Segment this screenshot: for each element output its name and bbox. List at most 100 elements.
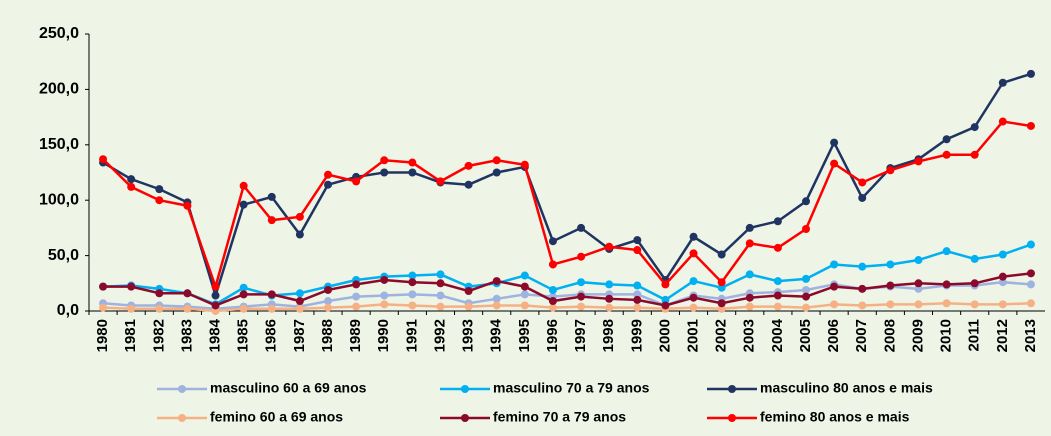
point	[324, 297, 332, 306]
point	[633, 295, 642, 304]
point	[492, 277, 501, 286]
legend-label: femino 70 a 79 anos	[493, 409, 626, 425]
point	[689, 249, 698, 258]
point	[689, 232, 698, 241]
point	[577, 223, 586, 232]
point	[830, 300, 839, 309]
point	[745, 293, 754, 302]
point	[998, 272, 1007, 281]
x-tick-label: 2010	[938, 319, 955, 352]
legend-label: femino 60 a 69 anos	[210, 409, 343, 425]
x-tick-label: 1987	[291, 319, 308, 352]
point	[998, 300, 1007, 309]
point	[605, 294, 614, 303]
point	[324, 303, 332, 312]
point	[773, 217, 782, 226]
y-tick-label: 200,0	[39, 81, 79, 98]
legend-marker	[178, 414, 186, 422]
point	[1026, 299, 1035, 308]
point	[548, 285, 557, 294]
x-tick-label: 1999	[628, 319, 645, 352]
point	[886, 300, 895, 309]
point	[239, 181, 248, 190]
point	[548, 297, 557, 306]
point	[970, 300, 979, 309]
point	[492, 294, 501, 303]
point	[520, 271, 529, 280]
point	[352, 292, 361, 301]
point	[942, 135, 951, 144]
point	[267, 304, 276, 313]
point	[745, 302, 754, 311]
point	[380, 168, 389, 177]
x-tick-label: 2009	[909, 319, 926, 352]
point	[717, 278, 726, 287]
point	[183, 201, 192, 210]
point	[998, 250, 1007, 259]
point	[802, 225, 810, 234]
x-tick-label: 1982	[150, 319, 167, 352]
point	[408, 168, 417, 177]
point	[577, 278, 586, 287]
point	[99, 155, 108, 164]
point	[942, 299, 951, 308]
x-tick-label: 2011	[966, 319, 983, 352]
y-tick-label: 50,0	[48, 247, 79, 264]
point	[380, 291, 389, 300]
point	[1026, 240, 1035, 249]
point	[802, 303, 810, 312]
point	[520, 160, 529, 169]
point	[858, 178, 867, 187]
y-tick-label: 0,0	[57, 302, 79, 319]
point	[408, 158, 417, 167]
point	[858, 301, 867, 310]
point	[436, 279, 445, 288]
point	[886, 166, 895, 175]
point	[633, 246, 642, 255]
x-tick-label: 1980	[94, 319, 111, 352]
point	[745, 270, 754, 279]
series-line	[103, 243, 1032, 306]
point	[380, 300, 389, 309]
point	[520, 282, 529, 291]
point	[914, 256, 923, 265]
x-tick-label: 1988	[319, 319, 336, 352]
point	[802, 285, 810, 294]
point	[914, 157, 923, 166]
point	[802, 197, 810, 206]
point	[492, 168, 501, 177]
point	[380, 156, 389, 165]
point	[773, 302, 782, 311]
point	[436, 302, 445, 311]
point	[127, 175, 136, 184]
y-tick-label: 100,0	[39, 191, 79, 208]
y-tick-label: 250,0	[39, 25, 79, 42]
x-tick-label: 2004	[769, 318, 786, 352]
point	[464, 161, 473, 170]
point	[802, 292, 810, 301]
series-line	[102, 120, 1032, 291]
series-line	[103, 272, 1032, 307]
point	[998, 278, 1007, 287]
series-line	[102, 72, 1032, 300]
legend-label: masculino 70 a 79 anos	[493, 380, 650, 396]
point	[577, 292, 586, 301]
point	[830, 159, 839, 168]
x-tick-label: 1995	[516, 319, 533, 352]
point	[211, 301, 220, 310]
point	[858, 284, 867, 293]
point	[155, 289, 164, 298]
point	[183, 289, 192, 298]
point	[689, 277, 698, 286]
point	[858, 262, 867, 271]
point	[436, 270, 445, 279]
point	[155, 304, 164, 313]
point	[745, 223, 754, 232]
point	[464, 287, 473, 296]
point	[886, 281, 895, 290]
point	[661, 280, 670, 289]
x-tick-label: 2001	[684, 319, 701, 352]
point	[239, 200, 248, 209]
point	[858, 193, 867, 202]
